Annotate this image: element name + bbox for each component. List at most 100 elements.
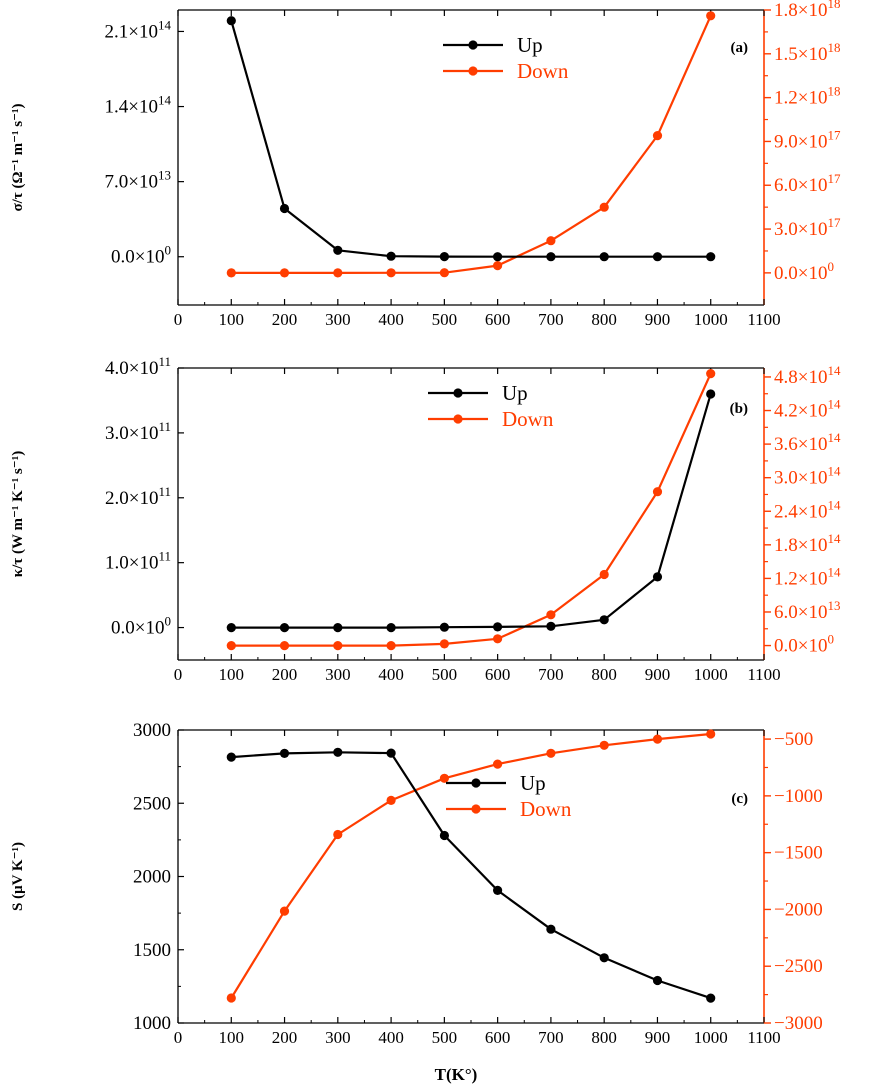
data-point-down xyxy=(333,829,343,840)
legend-swatch-marker xyxy=(471,778,481,788)
x-axis-label: T(K°) xyxy=(435,1065,478,1084)
data-point-down xyxy=(546,748,556,758)
y-right-tick-exponent: 14 xyxy=(827,564,841,579)
data-point-up xyxy=(386,251,396,261)
data-point-down xyxy=(706,11,716,21)
y-left-tick-exponent: 0 xyxy=(165,614,172,629)
y-right-tick-exponent: 0 xyxy=(827,632,834,647)
series-line-down xyxy=(230,732,711,999)
x-tick-label: 1000 xyxy=(694,310,728,329)
x-tick-label: 1100 xyxy=(747,665,780,684)
data-point-up xyxy=(546,621,556,631)
y-right-tick-base: 4.2×10 xyxy=(774,401,827,422)
data-point-down xyxy=(706,729,716,739)
data-point-down xyxy=(493,759,503,769)
legend-label: Down xyxy=(502,407,554,431)
series-line-down xyxy=(231,15,712,274)
x-tick-label: 700 xyxy=(538,1028,564,1047)
panel-label: (c) xyxy=(731,791,748,807)
data-point-up xyxy=(599,252,609,262)
y-left-tick-base: 0.0×10 xyxy=(111,618,164,639)
data-point-up xyxy=(652,252,663,262)
y-right-tick-label: 2.4×1014 xyxy=(774,497,841,522)
y-right-tick-label: −1000 xyxy=(774,786,823,807)
y-right-tick-base: 1.8×10 xyxy=(774,0,827,21)
x-tick-label: 200 xyxy=(272,1028,298,1047)
y-right-tick-exponent: 17 xyxy=(827,215,841,230)
legend-label: Up xyxy=(517,33,543,57)
x-tick-label: 700 xyxy=(538,665,564,684)
data-point-up xyxy=(652,975,663,986)
y-left-tick-exponent: 0 xyxy=(165,243,172,258)
y-left-tick-exponent: 11 xyxy=(158,549,171,564)
y-left-tick-label: 0.0×100 xyxy=(111,243,171,268)
y-left-tick-label: 3000 xyxy=(133,720,171,741)
data-point-up xyxy=(706,389,716,399)
x-tick-label: 600 xyxy=(485,1028,511,1047)
x-tick-label: 1000 xyxy=(694,1028,728,1047)
y-left-tick-exponent: 11 xyxy=(158,354,171,369)
y-right-tick-base: 1.2×10 xyxy=(774,88,827,109)
y-right-tick-label: 6.0×1013 xyxy=(774,598,840,623)
x-tick-label: 0 xyxy=(174,665,183,684)
y-axis-label: S (μV K⁻¹) xyxy=(10,842,26,911)
data-point-down xyxy=(599,569,609,580)
x-tick-label: 0 xyxy=(174,310,183,329)
y-right-tick-label: 4.8×1014 xyxy=(774,363,841,388)
series-line-down xyxy=(231,373,712,647)
y-left-tick-label: 1000 xyxy=(133,1013,171,1034)
legend-swatch-marker xyxy=(453,388,463,398)
y-right-tick-label: 1.5×1018 xyxy=(774,40,840,65)
y-right-tick-label: −1500 xyxy=(774,843,823,864)
data-point-down xyxy=(386,641,396,651)
y-right-tick-label: 3.0×1017 xyxy=(774,215,841,240)
y-right-tick-base: 1.2×10 xyxy=(774,568,827,589)
data-point-up xyxy=(493,622,503,632)
data-point-up xyxy=(706,252,716,262)
x-tick-label: 500 xyxy=(432,310,458,329)
legend-label: Up xyxy=(502,381,528,405)
y-axis-label: σ/τ (Ω⁻¹ m⁻¹ s⁻¹) xyxy=(10,103,26,211)
y-right-tick-base: 6.0×10 xyxy=(774,175,827,196)
y-right-tick-exponent: 17 xyxy=(827,171,841,186)
data-point-up xyxy=(599,953,609,963)
data-point-down xyxy=(439,639,449,649)
y-left-tick-label: 1.0×1011 xyxy=(105,549,171,574)
data-point-down xyxy=(279,268,290,278)
y-right-tick-exponent: 14 xyxy=(827,430,841,445)
series-line-up xyxy=(230,20,711,258)
data-point-down xyxy=(599,202,609,212)
x-tick-label: 800 xyxy=(591,310,617,329)
y-right-tick-label: 1.8×1018 xyxy=(774,0,840,21)
data-point-up xyxy=(546,252,556,262)
data-point-down xyxy=(706,369,716,379)
data-point-down xyxy=(333,641,343,651)
legend-label: Down xyxy=(517,59,569,83)
x-tick-label: 200 xyxy=(272,310,298,329)
data-point-up xyxy=(439,622,449,632)
y-right-tick-label: 0.0×100 xyxy=(774,632,834,657)
y-right-tick-label: 4.2×1014 xyxy=(774,397,841,422)
y-left-tick-label: 1500 xyxy=(133,940,171,961)
y-right-tick-exponent: 18 xyxy=(827,84,840,99)
y-right-tick-base: 3.0×10 xyxy=(774,468,827,489)
y-right-tick-exponent: 18 xyxy=(827,40,840,55)
y-right-tick-base: 0.0×10 xyxy=(774,636,827,657)
y-left-tick-exponent: 14 xyxy=(158,93,172,108)
x-tick-label: 700 xyxy=(538,310,564,329)
legend-label: Down xyxy=(520,797,572,821)
x-tick-label: 500 xyxy=(432,1028,458,1047)
x-tick-label: 1100 xyxy=(747,1028,780,1047)
y-left-tick-base: 1.0×10 xyxy=(105,553,158,574)
data-point-down xyxy=(652,131,663,141)
x-tick-label: 900 xyxy=(645,310,671,329)
x-tick-label: 600 xyxy=(485,665,511,684)
data-point-up xyxy=(333,245,343,255)
y-right-tick-exponent: 0 xyxy=(827,259,834,274)
y-right-tick-label: 6.0×1017 xyxy=(774,171,841,196)
data-point-down xyxy=(226,993,236,1003)
x-tick-label: 200 xyxy=(272,665,298,684)
x-tick-label: 100 xyxy=(219,1028,245,1047)
